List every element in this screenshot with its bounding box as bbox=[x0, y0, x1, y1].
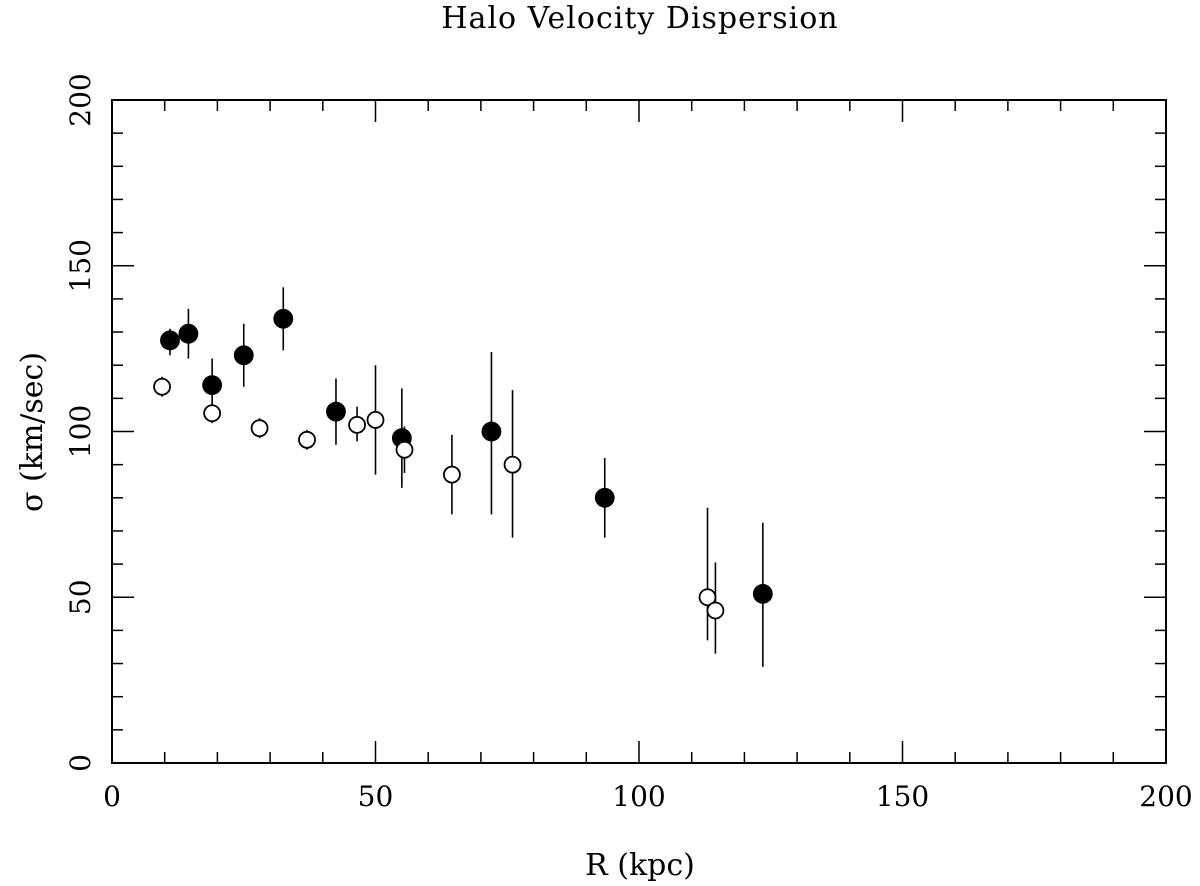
open-point bbox=[503, 455, 522, 474]
filled-point bbox=[752, 584, 773, 604]
data-points bbox=[153, 287, 773, 667]
x-axis: 0 50 100 150 200 bbox=[103, 100, 1193, 813]
y-tick-label: 200 bbox=[64, 73, 97, 126]
y-tick-label: 0 bbox=[64, 754, 97, 772]
x-axis-label: R (kpc) bbox=[585, 848, 695, 883]
y-axis: 0 50 100 150 200 bbox=[64, 73, 1166, 772]
open-point bbox=[348, 415, 366, 434]
open-point bbox=[250, 419, 269, 438]
open-point bbox=[395, 440, 414, 459]
filled-point bbox=[481, 421, 502, 442]
y-axis-label: σ (km/sec) bbox=[15, 352, 50, 512]
open-point bbox=[366, 410, 385, 429]
y-tick-label: 150 bbox=[64, 239, 97, 292]
open-point bbox=[153, 377, 171, 396]
x-tick-label: 50 bbox=[358, 780, 394, 813]
open-point bbox=[443, 465, 461, 484]
filled-point bbox=[160, 330, 180, 351]
filled-point bbox=[233, 345, 254, 366]
open-point bbox=[203, 404, 222, 423]
x-tick-label: 0 bbox=[103, 780, 121, 813]
y-tick-label: 50 bbox=[64, 579, 97, 615]
filled-point bbox=[178, 323, 199, 344]
filled-point bbox=[273, 308, 294, 329]
open-point bbox=[298, 430, 316, 449]
x-tick-label: 100 bbox=[612, 780, 665, 813]
filled-point bbox=[594, 487, 615, 508]
filled-point bbox=[326, 401, 346, 422]
y-tick-label: 100 bbox=[64, 405, 97, 458]
chart-title: Halo Velocity Dispersion bbox=[441, 1, 838, 36]
plot-frame bbox=[111, 99, 1167, 764]
x-tick-label: 200 bbox=[1139, 780, 1192, 813]
x-tick-label: 150 bbox=[876, 780, 929, 813]
filled-point bbox=[202, 375, 223, 395]
open-point bbox=[706, 601, 725, 620]
